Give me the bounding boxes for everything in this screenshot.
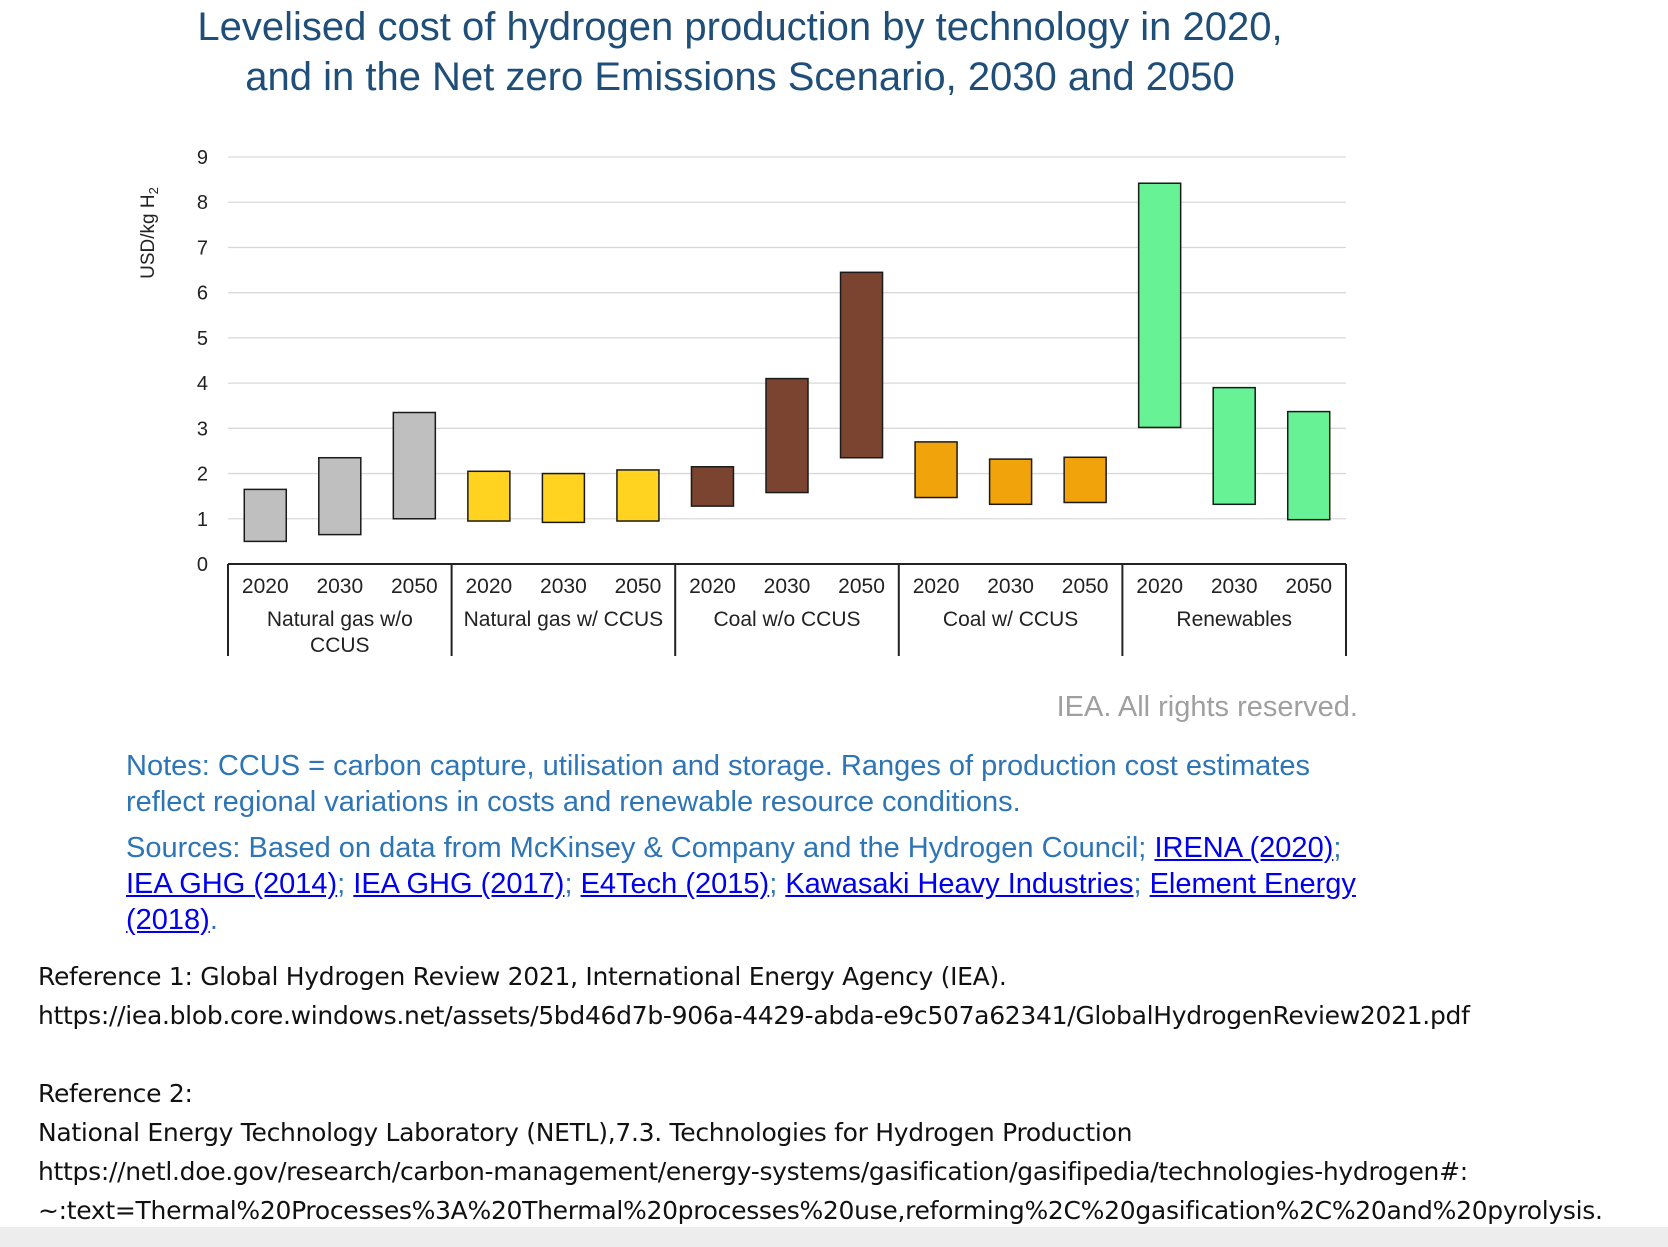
- x-group-label: Natural gas w/ CCUS: [464, 608, 664, 631]
- x-group-label: Coal w/o CCUS: [713, 608, 860, 631]
- range-bar: [914, 441, 958, 499]
- range-bar: [467, 470, 511, 522]
- x-group-label: Renewables: [1176, 608, 1292, 631]
- reference-2-line1: National Energy Technology Laboratory (N…: [38, 1118, 1133, 1147]
- range-bar: [690, 466, 735, 507]
- x-year-label: 2030: [1211, 575, 1258, 598]
- sources-separator: ;: [1333, 832, 1342, 864]
- reference-2: Reference 2: National Energy Technology …: [38, 1074, 1658, 1230]
- x-year-label: 2030: [764, 575, 811, 598]
- x-year-label: 2050: [391, 575, 438, 598]
- reference-2-label: Reference 2:: [38, 1079, 193, 1108]
- y-tick-label: 7: [197, 237, 208, 259]
- notes-text: Notes: CCUS = carbon capture, utilisatio…: [126, 750, 1310, 818]
- x-year-label: 2020: [913, 575, 960, 598]
- y-tick-label: 0: [197, 554, 208, 576]
- range-bar: [1286, 410, 1331, 521]
- y-axis-label-subscript: 2: [146, 187, 161, 194]
- bottom-strip: [0, 1227, 1668, 1247]
- sources-suffix: .: [209, 904, 218, 936]
- range-bar: [318, 456, 362, 536]
- y-tick-label: 5: [197, 328, 208, 350]
- y-axis-label-text: USD/kg H: [138, 194, 159, 278]
- range-bar: [243, 488, 288, 543]
- source-link-e4tech[interactable]: E4Tech (2015): [580, 868, 770, 900]
- sources-separator: ;: [1133, 868, 1150, 900]
- source-link-kawasaki[interactable]: Kawasaki Heavy Industries: [785, 868, 1134, 900]
- sources-prefix: Sources: Based on data from McKinsey & C…: [126, 832, 1155, 864]
- source-link-iea-ghg-2014[interactable]: IEA GHG (2014): [126, 868, 338, 900]
- range-bar: [392, 411, 437, 520]
- cost-range-chart: 0 1 2 3 4 5 6 7 8 9 2020 2030 2050 Natural gas w/o CC…: [138, 147, 1347, 657]
- y-axis-label: USD/kg H2: [138, 187, 161, 279]
- reference-1-label: Reference 1: Global Hydrogen Review 2021…: [38, 962, 1007, 991]
- source-link-irena[interactable]: IRENA (2020): [1154, 832, 1334, 864]
- reference-1: Reference 1: Global Hydrogen Review 2021…: [38, 957, 1658, 1035]
- reference-2-url-line1: https://netl.doe.gov/research/carbon-man…: [38, 1157, 1468, 1186]
- x-year-label: 2050: [1062, 575, 1109, 598]
- range-bar: [765, 377, 809, 494]
- reference-2-url-line2: ~:text=Thermal%20Processes%3A%20Thermal%…: [38, 1196, 1603, 1225]
- x-year-label: 2030: [540, 575, 587, 598]
- y-tick-label: 3: [197, 418, 208, 440]
- x-year-label: 2050: [1285, 575, 1332, 598]
- title-line-1: Levelised cost of hydrogen production by…: [197, 5, 1283, 49]
- y-tick-label: 4: [197, 373, 208, 395]
- range-bar: [541, 472, 586, 524]
- x-year-label: 2020: [1136, 575, 1183, 598]
- x-year-label: 2030: [987, 575, 1034, 598]
- x-group-label: CCUS: [310, 634, 370, 657]
- rights-notice: IEA. All rights reserved.: [1056, 691, 1358, 723]
- x-year-label: 2050: [615, 575, 662, 598]
- y-tick-label: 6: [197, 283, 208, 305]
- range-bar: [1137, 182, 1182, 429]
- sources-separator: ;: [769, 868, 786, 900]
- x-year-label: 2020: [466, 575, 513, 598]
- range-bar: [1063, 456, 1107, 504]
- range-bar: [1212, 386, 1256, 506]
- x-year-label: 2020: [242, 575, 289, 598]
- source-link-iea-ghg-2017[interactable]: IEA GHG (2017): [353, 868, 565, 900]
- y-tick-label: 8: [197, 192, 208, 214]
- bars: [243, 182, 1331, 543]
- y-tick-label: 2: [197, 464, 208, 486]
- range-bar: [616, 469, 660, 522]
- y-axis-ticks: 0 1 2 3 4 5 6 7 8 9: [197, 147, 208, 576]
- title-line-2: and in the Net zero Emissions Scenario, …: [245, 55, 1235, 99]
- x-group-label: Natural gas w/o: [267, 608, 413, 631]
- source-link-element-energy[interactable]: Element Energy (2018): [126, 868, 1356, 936]
- range-bar: [988, 458, 1033, 506]
- sources-separator: ;: [564, 868, 581, 900]
- page-title: Levelised cost of hydrogen production by…: [60, 2, 1420, 102]
- x-axis: 2020 2030 2050 Natural gas w/o CCUS 2020 2030 2…: [227, 563, 1347, 657]
- y-tick-label: 1: [197, 509, 208, 531]
- sources-separator: ;: [337, 868, 354, 900]
- y-tick-label: 9: [197, 147, 208, 169]
- x-year-label: 2050: [838, 575, 885, 598]
- x-group-label: Coal w/ CCUS: [943, 608, 1078, 631]
- x-year-label: 2020: [689, 575, 736, 598]
- sources-text: Sources: Based on data from McKinsey & C…: [126, 830, 1386, 938]
- x-year-label: 2030: [316, 575, 363, 598]
- reference-1-url: https://iea.blob.core.windows.net/assets…: [38, 1001, 1470, 1030]
- range-bar: [839, 271, 884, 459]
